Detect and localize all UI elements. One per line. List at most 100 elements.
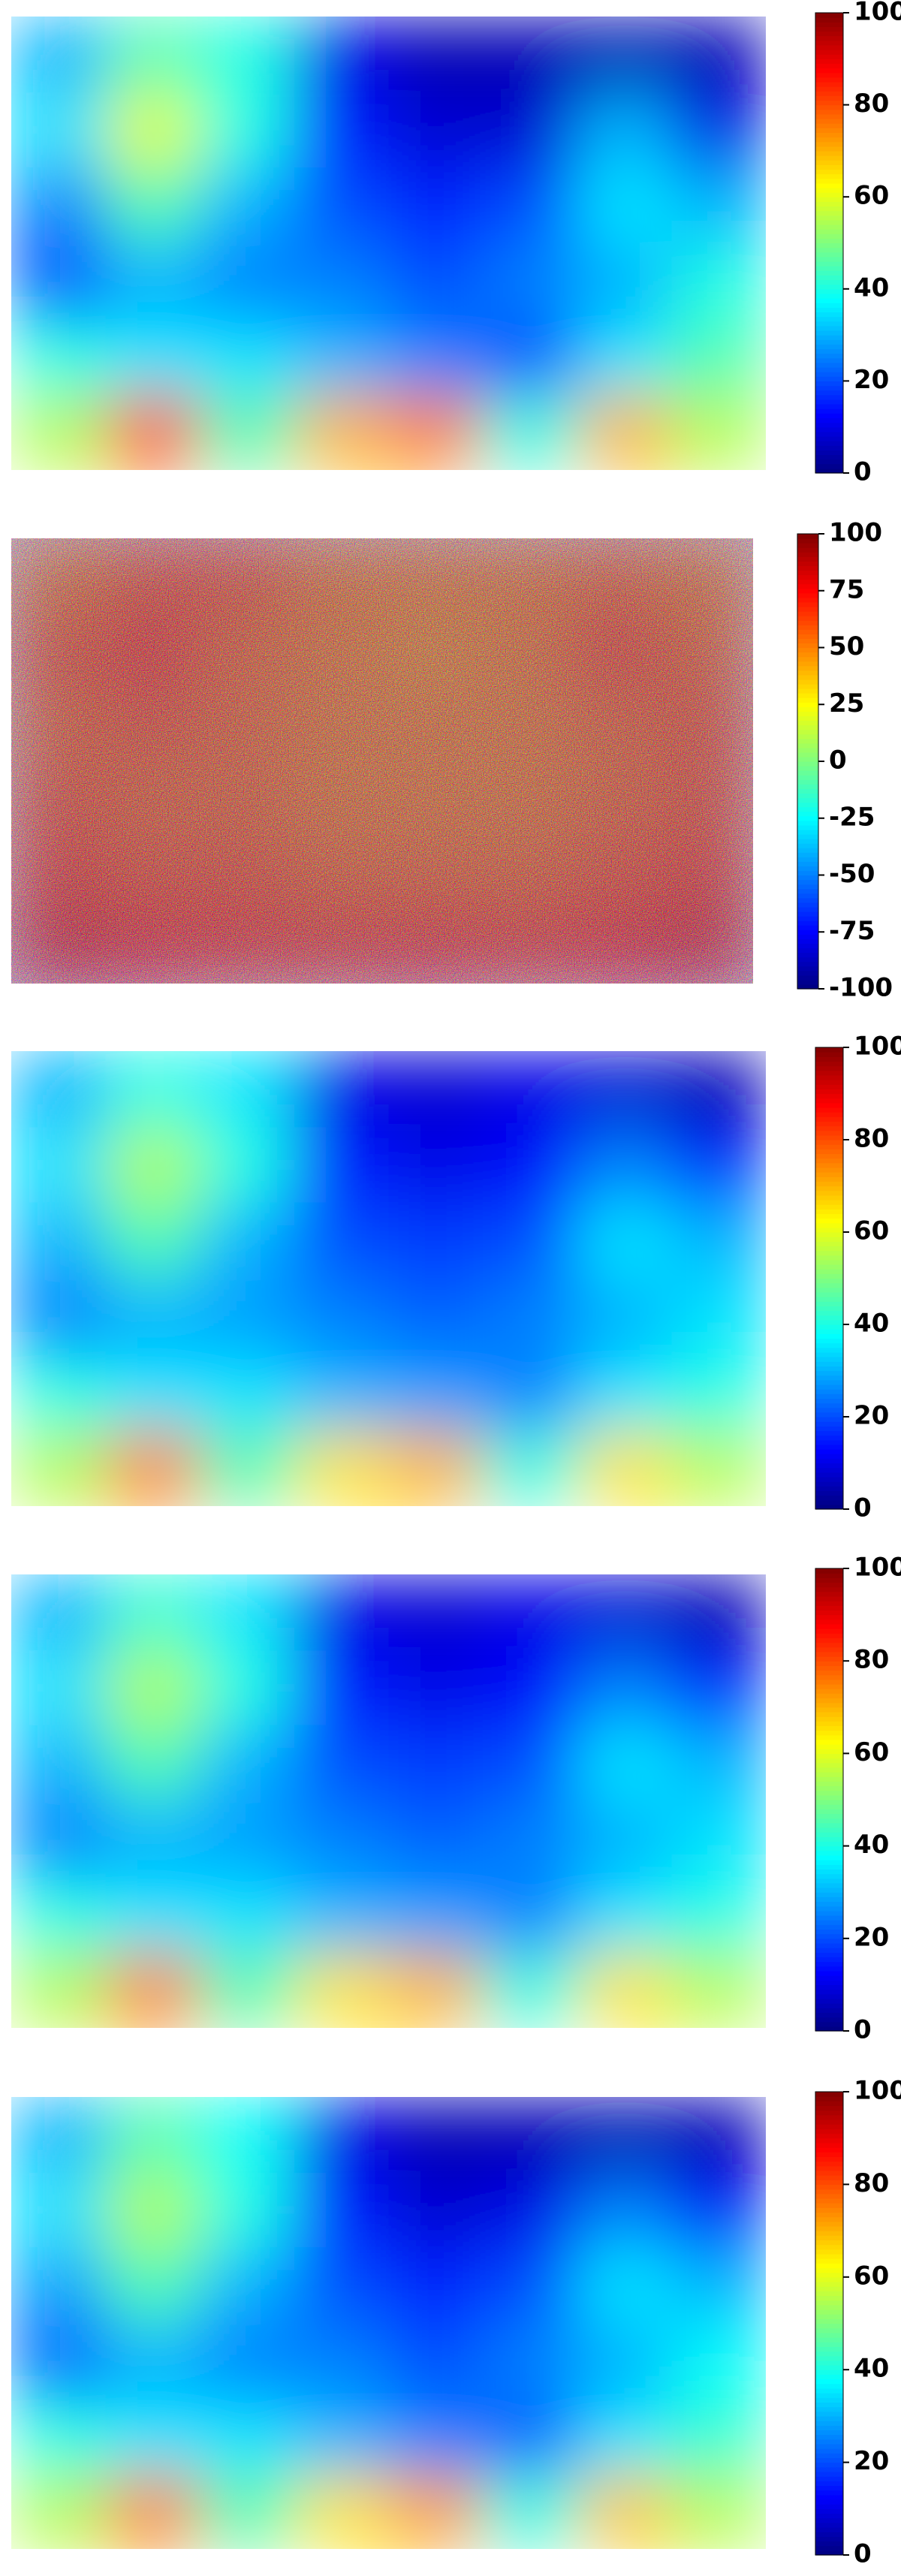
heatmap-cell (671, 2097, 766, 2174)
heatmap-cell (11, 1952, 107, 2028)
heatmap-cell (388, 1430, 484, 1506)
heatmap-cell (200, 1574, 295, 1651)
heatmap-cell (388, 1354, 484, 1431)
heatmap-cell (11, 167, 107, 244)
heatmap-cells (11, 17, 766, 470)
heatmap-cell (11, 1354, 107, 1431)
heatmap-cell (483, 1127, 578, 1204)
colorbar-frame (815, 12, 844, 474)
heatmap-cell (577, 1430, 673, 1506)
colorbar-tick-label: 100 (854, 0, 901, 27)
heatmap-cell (483, 2097, 578, 2174)
heatmap-cell (388, 167, 484, 244)
heatmap-cell (671, 1876, 766, 1954)
heatmap-cell (294, 1952, 390, 2028)
heatmap-cell (388, 2473, 484, 2549)
heatmap-cell (11, 2172, 107, 2249)
heatmap-cell (105, 243, 201, 320)
heatmap-cell (11, 2097, 107, 2174)
heatmap-cell (200, 1051, 295, 1128)
heatmap-cell (105, 1051, 201, 1128)
colorbar-tick-label: 40 (854, 1309, 889, 1339)
heatmap-cell (483, 1574, 578, 1651)
heatmap-cell (577, 2097, 673, 2174)
colorbar-tick-label: 75 (829, 574, 864, 604)
heatmap-cell (105, 1574, 201, 1651)
heatmap-cell (388, 1279, 484, 1355)
heatmap-cell (11, 243, 107, 320)
heatmap-cell (671, 1127, 766, 1204)
heatmap-cell (11, 1051, 107, 1128)
heatmap-cell (577, 1725, 673, 1802)
heatmap-cell (671, 2247, 766, 2324)
heatmap-cell (200, 1279, 295, 1355)
heatmap-cell (11, 1127, 107, 1204)
heatmap-cell (200, 318, 295, 396)
colorbar-frame (815, 1047, 844, 1510)
heatmap-cell (483, 2398, 578, 2475)
heatmap-cell (388, 243, 484, 320)
heatmap-cell (294, 17, 390, 93)
heatmap-cell (11, 17, 107, 93)
colorbar-tick-label: 40 (854, 2354, 889, 2384)
heatmap-cell (11, 1876, 107, 1954)
heatmap-cell (671, 1574, 766, 1651)
colorbar-tick-label: 20 (854, 365, 889, 395)
heatmap-cell (577, 1127, 673, 1204)
colorbar-tick-label: 40 (854, 1830, 889, 1860)
heatmap-cell (105, 394, 201, 470)
heatmap-cell (671, 1203, 766, 1279)
heatmap-cell (294, 394, 390, 470)
heatmap-cell (483, 1801, 578, 1878)
heatmap-cell (388, 2097, 484, 2174)
heatmap-cell (577, 2247, 673, 2324)
heatmap-cell (294, 243, 390, 320)
heatmap-cell (105, 2097, 201, 2174)
heatmap-cell (200, 2172, 295, 2249)
heatmap-cell (11, 1430, 107, 1506)
heatmap-cell (11, 1279, 107, 1355)
heatmap-cell (577, 1574, 673, 1651)
heatmap-cell (294, 1279, 390, 1355)
heatmap-cell (11, 394, 107, 470)
heatmap-cells (11, 1574, 766, 2028)
heatmap-cell (11, 92, 107, 169)
heatmap-cell (388, 2172, 484, 2249)
heatmap-cell (483, 1650, 578, 1727)
heatmap-cell (294, 1801, 390, 1878)
colorbar-tick-label: 100 (854, 1032, 901, 1062)
colorbar: 0 20 40 60 80 100 (815, 1032, 901, 1523)
heatmap-cell (671, 318, 766, 396)
colorbar-tick-label: 80 (854, 1645, 889, 1675)
heatmap-cell (294, 1650, 390, 1727)
heatmap-cell (294, 1354, 390, 1431)
heatmap-cell (294, 1574, 390, 1651)
heatmap-cell (105, 2323, 201, 2400)
heatmap-cell (483, 1354, 578, 1431)
heatmap-cell (294, 1051, 390, 1128)
heatmap-cell (577, 1952, 673, 2028)
heatmap-cell (11, 2473, 107, 2549)
heatmap-cell (388, 17, 484, 93)
heatmap-cell (294, 2172, 390, 2249)
heatmap-cell (671, 2172, 766, 2249)
colorbar-tick-label: 25 (829, 688, 864, 719)
colorbar-tick-label: -25 (829, 802, 875, 832)
colorbar: 0 20 40 60 80 100 (815, 2076, 901, 2569)
heatmap-cell (200, 2398, 295, 2475)
heatmap-cell (483, 167, 578, 244)
heatmap-cell (105, 1650, 201, 1727)
colorbar-tick-label: 100 (829, 518, 882, 548)
heatmap-cell (577, 167, 673, 244)
heatmap-cell (11, 2323, 107, 2400)
colorbar: 0 20 40 60 80 100 (815, 0, 901, 487)
heatmap-cell (11, 1574, 107, 1651)
heatmap-cell (483, 1279, 578, 1355)
heatmap-cell (483, 2473, 578, 2549)
heatmap-cell (671, 17, 766, 93)
heatmap-cell (577, 394, 673, 470)
heatmap-cell (294, 1725, 390, 1802)
heatmap-cell (200, 1801, 295, 1878)
heatmap-cell (294, 1203, 390, 1279)
heatmap-cell (200, 1127, 295, 1204)
